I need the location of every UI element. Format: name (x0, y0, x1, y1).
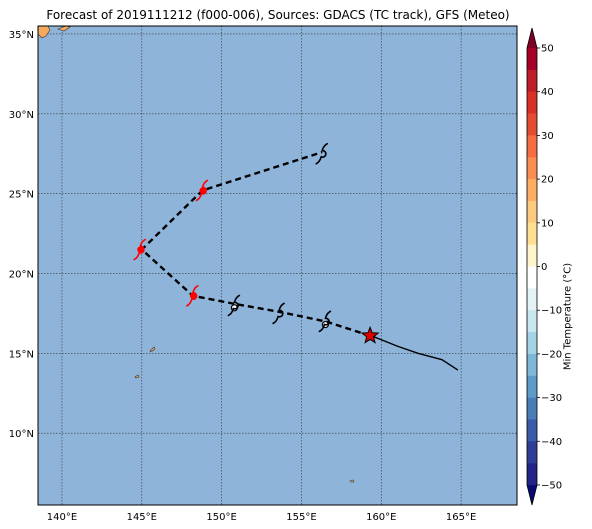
lon-tick-label: 155°E (286, 512, 316, 523)
colorbar-band (527, 441, 537, 464)
colorbar-band (527, 91, 537, 114)
cyclone-spiral (195, 179, 209, 202)
colorbar-tick-label: 50 (541, 44, 554, 55)
lat-tick-label: 35°N (9, 30, 34, 41)
colorbar-band (527, 69, 537, 92)
lat-tick-label: 10°N (9, 429, 34, 440)
colorbar-tick-label: −50 (541, 481, 562, 492)
colorbar-band (527, 200, 537, 224)
japan-islands-coast (38, 26, 51, 39)
lon-tick-label: 145°E (127, 512, 157, 523)
lat-tick-label: 15°N (9, 349, 34, 360)
ocean-area (38, 26, 517, 505)
colorbar-tick-label: 30 (541, 131, 554, 142)
colorbar-band (527, 157, 537, 180)
cyclone-eye (189, 292, 196, 299)
cyclone-symbol (133, 238, 146, 261)
colorbar-tick-label: 40 (541, 87, 554, 98)
colorbar-band (527, 179, 537, 202)
colorbar-tick-label: −10 (541, 306, 562, 317)
colorbar-tick-label: 10 (541, 218, 554, 229)
colorbar-band (527, 113, 537, 136)
colorbar-band (527, 266, 537, 289)
cyclone-spiral (315, 142, 329, 165)
lon-tick-label: 160°E (366, 512, 396, 523)
forecast-track-line (140, 150, 371, 337)
colorbar-extend-max (527, 28, 537, 48)
colorbar-band (527, 397, 537, 420)
cyclone-spiral (318, 310, 332, 333)
cyclone-eye (199, 187, 206, 194)
colorbar-tick-label: 20 (541, 175, 554, 186)
cyclone-symbol (318, 310, 332, 333)
tc-track (133, 142, 459, 371)
cyclone-symbol (227, 294, 241, 317)
colorbar-tick-label: −40 (541, 437, 562, 448)
colorbar-band (527, 288, 537, 311)
lon-tick-label: 150°E (206, 512, 236, 523)
colorbar-band (527, 419, 537, 442)
cyclone-eye (137, 246, 144, 253)
colorbar-band (527, 353, 537, 377)
current-position-star (360, 325, 380, 344)
axis-tick-labels: 140°E 145°E 150°E 155°E 160°E 165°E 10°N 15°N 20… (9, 30, 477, 523)
lon-tick-label: 165°E (446, 512, 476, 523)
map-frame (37, 25, 518, 506)
colorbar-extend-min (527, 485, 537, 505)
cyclone-symbol (186, 285, 199, 307)
island-small-1 (149, 346, 156, 353)
cyclone-spiral (227, 294, 241, 317)
cyclone-symbol (315, 142, 329, 165)
island-small-2 (134, 374, 140, 379)
colorbar-band (527, 332, 537, 355)
colorbar-band (527, 463, 537, 486)
past-track-line (373, 335, 459, 371)
island-small-3 (349, 479, 355, 483)
colorbar: 50 40 30 20 10 0 −10 −20 −30 −40 −50 (526, 27, 562, 506)
colorbar-band (527, 375, 537, 398)
colorbar-tick-label: −30 (541, 393, 562, 404)
lat-tick-label: 30°N (9, 110, 34, 121)
colorbar-band (527, 135, 537, 158)
lon-tick-label: 140°E (47, 512, 77, 523)
lat-tick-label: 20°N (9, 269, 34, 280)
colorbar-label: Min Temperature (°C) (562, 262, 574, 371)
colorbar-band (527, 310, 537, 333)
lat-tick-label: 25°N (9, 190, 34, 201)
cyclone-spiral (272, 302, 285, 325)
colorbar-band (527, 244, 537, 267)
cyclone-symbol (195, 179, 209, 202)
colorbar-band (527, 48, 537, 71)
map-title: Forecast of 2019111212 (f000-006), Sourc… (46, 8, 510, 22)
izu-islands (57, 26, 71, 32)
colorbar-band (527, 222, 537, 245)
cyclone-spiral (186, 285, 199, 307)
cyclone-spiral (133, 238, 146, 261)
land-areas (38, 26, 355, 483)
cyclone-symbol (272, 302, 285, 325)
colorbar-tick-label: −20 (541, 349, 562, 360)
colorbar-tick-label: 0 (541, 262, 547, 273)
graticule (38, 26, 517, 505)
